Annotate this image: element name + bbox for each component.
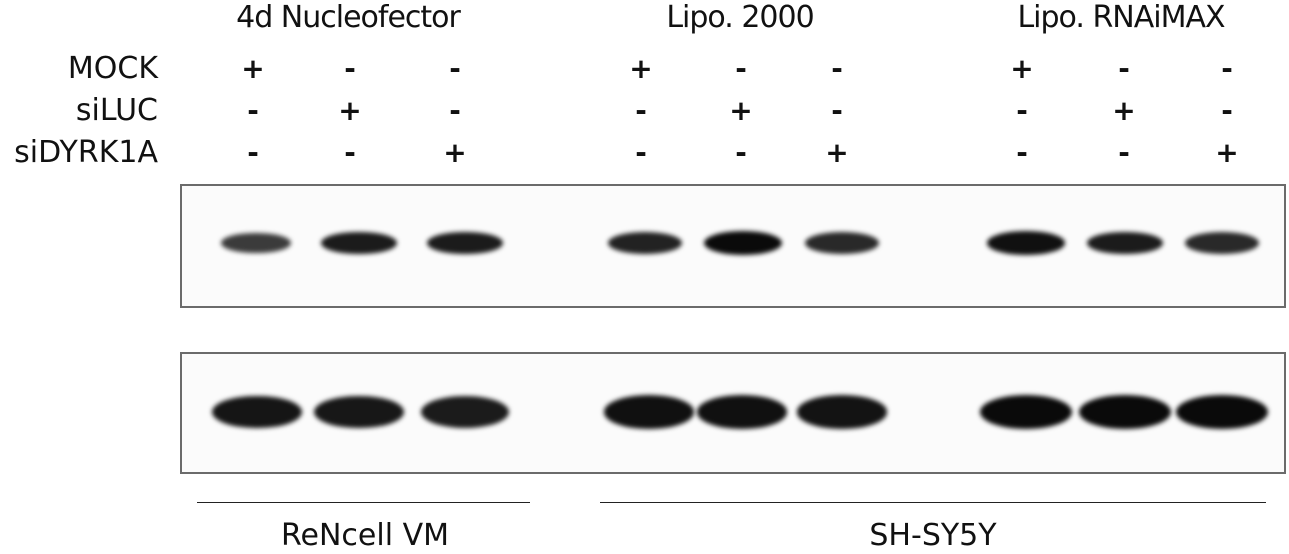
sign-plus: + <box>629 52 653 85</box>
cell-line-rule-shsy5y <box>600 502 1266 503</box>
sign-minus: - <box>344 136 356 169</box>
blot-band <box>704 231 782 255</box>
sign-minus: - <box>1016 136 1028 169</box>
blot-band <box>314 395 404 429</box>
sign-minus: - <box>735 52 747 85</box>
blot-band <box>987 231 1065 255</box>
sign-minus: - <box>247 94 259 127</box>
sign-minus: - <box>831 52 843 85</box>
sign-minus: - <box>247 136 259 169</box>
sign-minus: - <box>449 94 461 127</box>
sign-minus: - <box>1118 52 1130 85</box>
group-title-rnaimax: Lipo. RNAiMAX <box>1017 0 1225 35</box>
group-title-lipo2000: Lipo. 2000 <box>666 0 814 35</box>
cell-line-label-rencell: ReNcell VM <box>281 518 449 553</box>
blot-band <box>1185 232 1259 254</box>
blot-band <box>1087 231 1163 255</box>
blot-band <box>427 231 503 255</box>
sign-plus: + <box>338 94 362 127</box>
blot-panel-bottom <box>180 352 1286 474</box>
sign-minus: - <box>1221 52 1233 85</box>
cell-line-rule-rencell <box>197 502 530 503</box>
sign-minus: - <box>1118 136 1130 169</box>
blot-band <box>607 231 683 255</box>
blot-band <box>220 232 292 254</box>
sign-minus: - <box>449 52 461 85</box>
sign-plus: + <box>443 136 467 169</box>
sign-plus: + <box>241 52 265 85</box>
condition-label-sidyrk1a: siDYRK1A <box>14 135 158 170</box>
blot-band <box>212 395 302 429</box>
group-title-nucleofector: 4d Nucleofector <box>236 0 461 35</box>
sign-minus: - <box>735 136 747 169</box>
blot-band <box>321 231 397 255</box>
blot-band <box>1176 395 1268 429</box>
sign-plus: + <box>825 136 849 169</box>
blot-band <box>696 395 788 429</box>
blot-band <box>805 232 879 254</box>
blot-band <box>980 395 1072 429</box>
sign-minus: - <box>635 94 647 127</box>
condition-label-siluc: siLUC <box>75 93 158 128</box>
sign-minus: - <box>635 136 647 169</box>
sign-minus: - <box>831 94 843 127</box>
blot-band <box>603 395 695 429</box>
sign-plus: + <box>1010 52 1034 85</box>
sign-minus: - <box>1016 94 1028 127</box>
sign-plus: + <box>1215 136 1239 169</box>
sign-plus: + <box>1112 94 1136 127</box>
sign-minus: - <box>1221 94 1233 127</box>
sign-minus: - <box>344 52 356 85</box>
sign-plus: + <box>729 94 753 127</box>
blot-band <box>420 395 510 429</box>
blot-band <box>796 395 888 429</box>
blot-band <box>1079 395 1171 429</box>
condition-label-mock: MOCK <box>67 51 158 86</box>
blot-panel-top <box>180 184 1286 308</box>
cell-line-label-shsy5y: SH-SY5Y <box>869 518 997 553</box>
